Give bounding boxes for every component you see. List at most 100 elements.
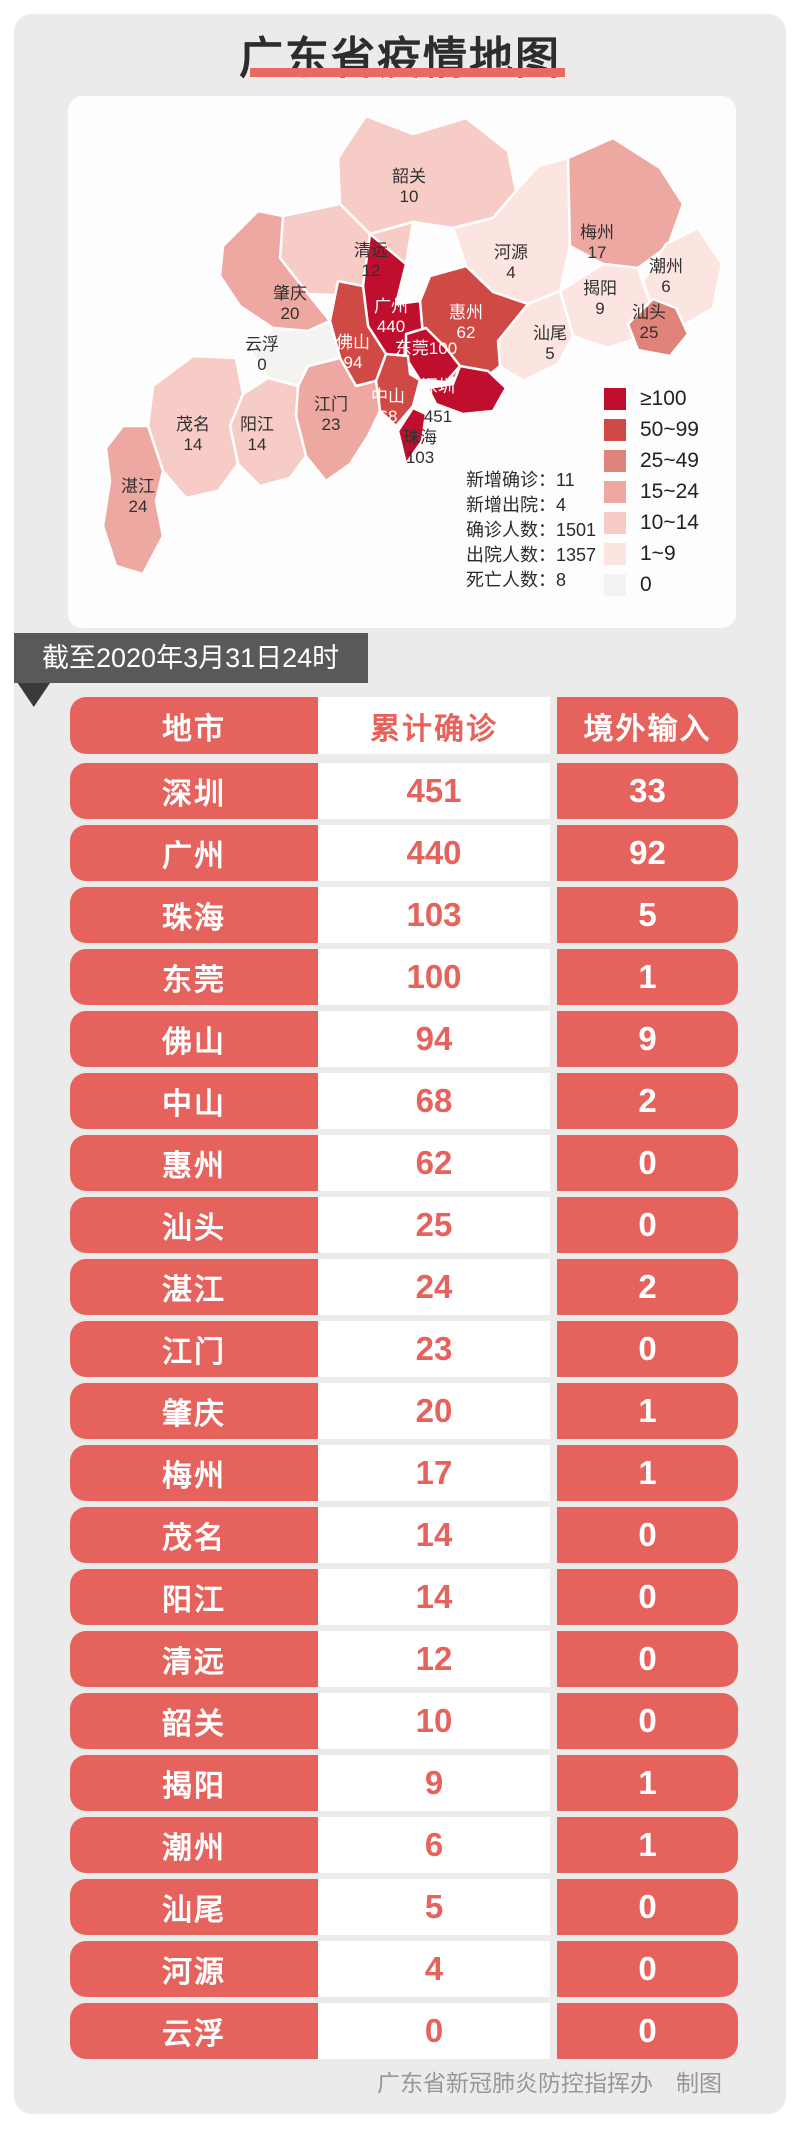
imported-cell: 33 xyxy=(557,763,738,819)
legend-label: 50~99 xyxy=(640,418,699,441)
confirmed-cell: 24 xyxy=(318,1259,550,1315)
map-region-深圳 xyxy=(426,364,508,416)
legend-swatch xyxy=(604,481,626,503)
city-cell: 东莞 xyxy=(70,949,318,1005)
map-region-汕头 xyxy=(626,297,690,358)
table-row: 揭阳 9 1 xyxy=(70,1755,738,1811)
map-label-中山: 中山 xyxy=(371,387,405,406)
confirmed-cell: 94 xyxy=(318,1011,550,1067)
imported-cell: 0 xyxy=(557,1693,738,1749)
confirmed-cell: 0 xyxy=(318,2003,550,2059)
table-row: 韶关 10 0 xyxy=(70,1693,738,1749)
map-value-云浮: 0 xyxy=(257,355,266,374)
confirmed-cell: 451 xyxy=(318,763,550,819)
confirmed-cell: 68 xyxy=(318,1073,550,1129)
city-cell: 深圳 xyxy=(70,763,318,819)
table-row: 佛山 94 9 xyxy=(70,1011,738,1067)
city-cell: 广州 xyxy=(70,825,318,881)
imported-cell: 5 xyxy=(557,887,738,943)
map-label-深圳: 深圳 xyxy=(421,377,455,396)
map-value-深圳: 451 xyxy=(424,407,452,426)
table-row: 惠州 62 0 xyxy=(70,1135,738,1191)
map-value-河源: 4 xyxy=(506,263,515,282)
imported-cell: 1 xyxy=(557,1817,738,1873)
map-label-潮州: 潮州 xyxy=(649,257,683,276)
legend-swatch xyxy=(604,512,626,534)
map-label-肇庆: 肇庆 xyxy=(273,284,307,303)
map-value-茂名: 14 xyxy=(184,435,203,454)
map-value-佛山: 94 xyxy=(344,353,363,372)
map-label-清远: 清远 xyxy=(354,241,388,260)
map-value-阳江: 14 xyxy=(248,435,267,454)
header-cell: 境外输入 xyxy=(557,697,738,754)
confirmed-cell: 440 xyxy=(318,825,550,881)
map-value-梅州: 17 xyxy=(588,243,607,262)
date-banner-text: 截至2020年3月31日24时 xyxy=(42,643,340,673)
map-value-湛江: 24 xyxy=(129,497,148,516)
map-label-珠海: 珠海 xyxy=(403,428,437,447)
imported-cell: 0 xyxy=(557,1941,738,1997)
city-cell: 揭阳 xyxy=(70,1755,318,1811)
map-value-汕尾: 5 xyxy=(545,344,554,363)
legend-swatch xyxy=(604,388,626,410)
imported-cell: 1 xyxy=(557,1445,738,1501)
table-row: 广州 440 92 xyxy=(70,825,738,881)
map-value-揭阳: 9 xyxy=(595,299,604,318)
table-row: 梅州 17 1 xyxy=(70,1445,738,1501)
legend-label: 1~9 xyxy=(640,542,676,565)
city-cell: 珠海 xyxy=(70,887,318,943)
city-cell: 茂名 xyxy=(70,1507,318,1563)
map-value-清远: 12 xyxy=(362,261,381,280)
table-header-row: 地市 累计确诊 境外输入 xyxy=(70,697,738,754)
imported-cell: 2 xyxy=(557,1259,738,1315)
confirmed-cell: 103 xyxy=(318,887,550,943)
imported-cell: 2 xyxy=(557,1073,738,1129)
map-value-汕头: 25 xyxy=(640,323,659,342)
legend-item: 15~24 xyxy=(604,480,699,503)
table-row: 深圳 451 33 xyxy=(70,763,738,819)
confirmed-cell: 100 xyxy=(318,949,550,1005)
imported-cell: 0 xyxy=(557,1507,738,1563)
map-label-云浮: 云浮 xyxy=(245,335,279,354)
imported-cell: 1 xyxy=(557,949,738,1005)
legend-item: 25~49 xyxy=(604,449,699,472)
map-value-江门: 23 xyxy=(322,415,341,434)
legend-label: ≥100 xyxy=(640,387,687,410)
map-label-汕头: 汕头 xyxy=(632,303,666,322)
confirmed-cell: 62 xyxy=(318,1135,550,1191)
city-cell: 湛江 xyxy=(70,1259,318,1315)
map-label-河源: 河源 xyxy=(494,243,528,262)
legend-swatch xyxy=(604,543,626,565)
table-row: 汕尾 5 0 xyxy=(70,1879,738,1935)
confirmed-cell: 6 xyxy=(318,1817,550,1873)
city-cell: 汕头 xyxy=(70,1197,318,1253)
confirmed-cell: 10 xyxy=(318,1693,550,1749)
map-label-广州: 广州 xyxy=(374,297,408,316)
imported-cell: 0 xyxy=(557,2003,738,2059)
city-cell: 惠州 xyxy=(70,1135,318,1191)
legend-label: 15~24 xyxy=(640,480,699,503)
confirmed-cell: 23 xyxy=(318,1321,550,1377)
map-label-韶关: 韶关 xyxy=(392,167,426,186)
map-value-潮州: 6 xyxy=(661,277,670,296)
legend-item: 1~9 xyxy=(604,542,699,565)
map-label-湛江: 湛江 xyxy=(121,477,155,496)
map-region-汕尾 xyxy=(496,289,575,383)
legend-label: 25~49 xyxy=(640,449,699,472)
city-cell: 中山 xyxy=(70,1073,318,1129)
table-row: 东莞 100 1 xyxy=(70,949,738,1005)
confirmed-cell: 20 xyxy=(318,1383,550,1439)
map-value-广州: 440 xyxy=(377,317,405,336)
imported-cell: 0 xyxy=(557,1879,738,1935)
legend-swatch xyxy=(604,574,626,596)
map-value-中山: 68 xyxy=(379,407,398,426)
title-underline xyxy=(250,68,565,77)
map-stats: 新增确诊：11 新增出院：4 确诊人数：1501 出院人数：1357 死亡人数：8 xyxy=(466,468,596,593)
map-label-揭阳: 揭阳 xyxy=(583,279,617,298)
legend-item: 50~99 xyxy=(604,418,699,441)
confirmed-cell: 17 xyxy=(318,1445,550,1501)
table-row: 肇庆 20 1 xyxy=(70,1383,738,1439)
footer-credit: 广东省新冠肺炎防控指挥办 制图 xyxy=(377,2070,722,2096)
confirmed-cell: 25 xyxy=(318,1197,550,1253)
